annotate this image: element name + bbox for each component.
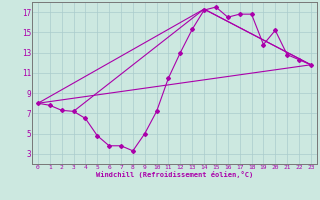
X-axis label: Windchill (Refroidissement éolien,°C): Windchill (Refroidissement éolien,°C) — [96, 171, 253, 178]
